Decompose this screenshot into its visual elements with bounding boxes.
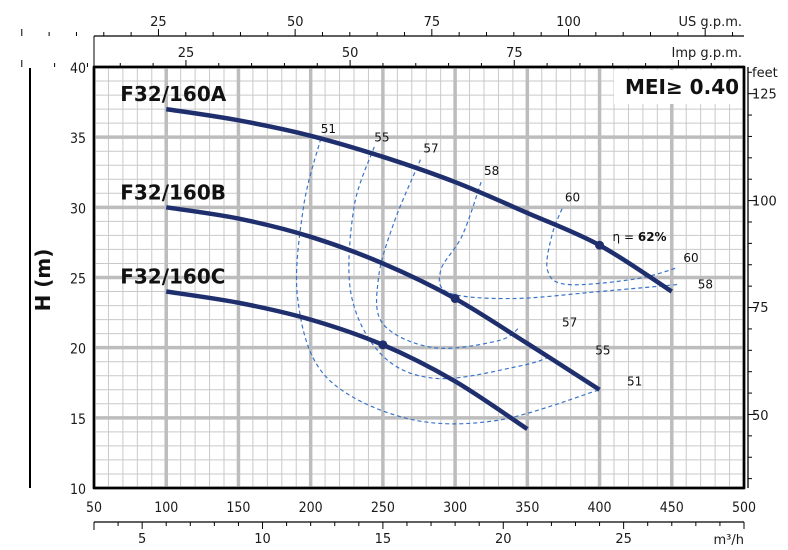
chart-labels: F32/160AF32/160BF32/160C5155575860605857… — [120, 82, 713, 388]
eta-prefix: η = — [613, 230, 638, 244]
x-tick-label: 100 — [154, 500, 178, 516]
imp-gpm-tick-label: 50 — [342, 46, 359, 61]
efficiency-label: 55 — [374, 130, 389, 144]
y-tick-label: 15 — [70, 412, 86, 428]
m3h-unit: m³/h — [714, 533, 745, 548]
efficiency-label: 57 — [562, 316, 577, 330]
efficiency-curve-51 — [295, 138, 600, 425]
eta-label: η = 62% — [613, 230, 667, 244]
y-tick-label: 10 — [70, 482, 86, 498]
x-tick-label: 150 — [226, 500, 250, 516]
feet-unit: feet — [752, 66, 778, 81]
y-tick-label: 20 — [70, 342, 86, 358]
pump-curves — [165, 106, 673, 431]
us-gpm-tick-label: 75 — [424, 15, 441, 30]
x-tick-label: 450 — [660, 500, 684, 516]
x-tick-label: 400 — [588, 500, 612, 516]
feet-tick-label: 50 — [752, 409, 769, 424]
x-tick-label: 300 — [443, 500, 467, 516]
x-tick-label: 350 — [515, 500, 539, 516]
y-tick-label: 35 — [70, 131, 86, 147]
feet-tick-label: 100 — [752, 194, 777, 209]
bep-marker — [595, 240, 605, 250]
m3h-tick-label: 20 — [495, 532, 512, 547]
efficiency-curve-60 — [546, 208, 678, 286]
eta-value: 62% — [638, 230, 667, 244]
x-tick-label: 200 — [299, 500, 323, 516]
right-feet-scale: 125 100 75 50 — [747, 67, 777, 488]
efficiency-label: 58 — [484, 164, 499, 178]
mei-badge: MEI≥ 0.40 — [625, 75, 739, 99]
efficiency-label: 58 — [698, 278, 713, 292]
top-flow-scales: 25 50 75 100 25 50 75 — [21, 15, 744, 67]
imp-gpm-tick-label: 75 — [506, 46, 523, 61]
y-tick-label: 30 — [70, 201, 86, 217]
imp-gpm-tick-label: 25 — [178, 46, 195, 61]
x-tick-label: 500 — [732, 500, 756, 516]
bep-marker — [378, 340, 388, 350]
series-label: F32/160A — [120, 82, 227, 106]
bottom-m3h-scale: 5 10 15 20 25 — [93, 521, 745, 547]
feet-tick-label: 75 — [752, 301, 769, 316]
y-tick-label: 40 — [70, 61, 86, 77]
x-axis: 50 100 150 200 250 300 350 400 450 500 — [86, 500, 756, 516]
pump-curve-F32/160C — [165, 289, 529, 431]
efficiency-curve-55 — [348, 146, 553, 380]
imp-gpm-unit: Imp g.p.m. — [672, 46, 742, 61]
y-axis: 10 15 20 25 30 35 40 — [29, 61, 86, 498]
efficiency-label: 51 — [627, 375, 642, 389]
efficiency-label: 57 — [423, 142, 438, 156]
m3h-tick-label: 25 — [615, 532, 632, 547]
plot-frame — [92, 65, 746, 490]
x-tick-label: 250 — [371, 500, 395, 516]
x-tick-label: 50 — [86, 500, 102, 516]
plot-grid — [92, 65, 746, 490]
efficiency-label: 55 — [595, 344, 610, 358]
efficiency-label: 60 — [683, 251, 698, 265]
mei-badge-box — [614, 70, 742, 104]
feet-tick-label: 125 — [752, 88, 777, 103]
y-tick-label: 25 — [70, 272, 86, 288]
us-gpm-tick-label: 50 — [287, 15, 304, 30]
efficiency-label: 51 — [321, 122, 336, 136]
series-label: F32/160C — [120, 265, 225, 289]
us-gpm-tick-label: 100 — [556, 15, 581, 30]
us-gpm-unit: US g.p.m. — [679, 15, 742, 30]
efficiency-curve-57 — [375, 159, 521, 349]
series-label: F32/160B — [120, 180, 226, 204]
y-axis-label: H (m) — [31, 249, 55, 312]
m3h-tick-label: 10 — [254, 532, 271, 547]
m3h-tick-label: 15 — [375, 532, 392, 547]
efficiency-label: 60 — [565, 191, 580, 205]
us-gpm-tick-label: 25 — [150, 15, 167, 30]
bep-marker — [450, 294, 460, 304]
m3h-tick-label: 5 — [138, 532, 146, 547]
pump-curve-F32/160B — [165, 205, 601, 392]
